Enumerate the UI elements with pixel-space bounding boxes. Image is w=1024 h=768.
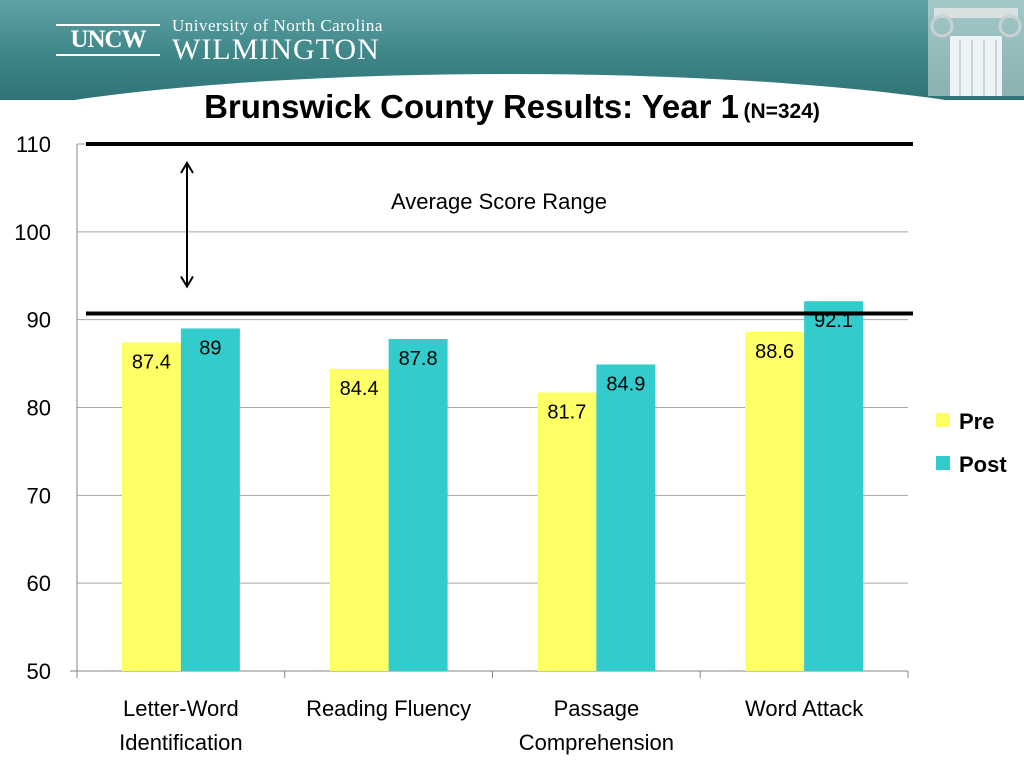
average-score-range-label: Average Score Range — [391, 189, 607, 214]
legend-label-pre: Pre — [959, 409, 994, 434]
y-tick-label: 70 — [27, 483, 51, 508]
y-tick-label: 80 — [27, 396, 51, 421]
y-tick-label: 100 — [14, 220, 51, 245]
column-capital-decoration — [928, 0, 1024, 96]
pre-bar — [537, 392, 597, 671]
category-label: Reading Fluency — [306, 696, 471, 721]
pre-bar — [329, 368, 389, 671]
data-label: 87.4 — [132, 352, 171, 374]
y-tick-label: 60 — [27, 571, 51, 596]
pre-bar — [745, 331, 805, 671]
category-label: Identification — [119, 730, 243, 755]
category-label: Passage — [554, 696, 640, 721]
y-tick-label: 110 — [16, 132, 51, 157]
y-tick-label: 90 — [27, 308, 51, 333]
logo-bottom-rule — [56, 54, 160, 56]
range-arrow-head-up — [180, 161, 194, 174]
title-sample-size: (N=324) — [743, 100, 820, 123]
data-label: 81.7 — [547, 402, 586, 424]
legend-swatch-post — [936, 456, 950, 470]
data-label: 84.4 — [340, 378, 379, 400]
category-label: Letter-Word — [123, 696, 239, 721]
data-label: 84.9 — [606, 373, 645, 395]
data-label: 92.1 — [814, 310, 853, 332]
data-label: 88.6 — [755, 341, 794, 363]
logo-top-rule — [56, 24, 160, 26]
legend-swatch-pre — [936, 413, 950, 427]
data-label: 87.8 — [399, 348, 438, 370]
post-bar — [388, 338, 448, 671]
pre-bar — [121, 342, 181, 671]
header-banner: UNCW University of North Carolina WILMIN… — [0, 0, 1024, 100]
university-city: WILMINGTON — [172, 33, 380, 66]
data-label: 89 — [199, 337, 221, 359]
legend-label-post: Post — [959, 452, 1007, 477]
title-main: Brunswick County Results: Year 1 — [204, 88, 739, 125]
university-name: University of North Carolina — [172, 16, 383, 35]
logo-text: UNCW — [70, 26, 146, 53]
post-bar — [804, 301, 864, 671]
y-tick-label: 50 — [27, 659, 51, 684]
post-bar — [180, 328, 240, 671]
category-label: Word Attack — [745, 696, 864, 721]
post-bar — [596, 364, 656, 671]
page-title: Brunswick County Results: Year 1 (N=324) — [0, 88, 1024, 126]
uncw-logo: UNCW — [56, 20, 160, 60]
category-label: Comprehension — [519, 730, 674, 755]
range-arrow-head-down — [180, 276, 194, 289]
